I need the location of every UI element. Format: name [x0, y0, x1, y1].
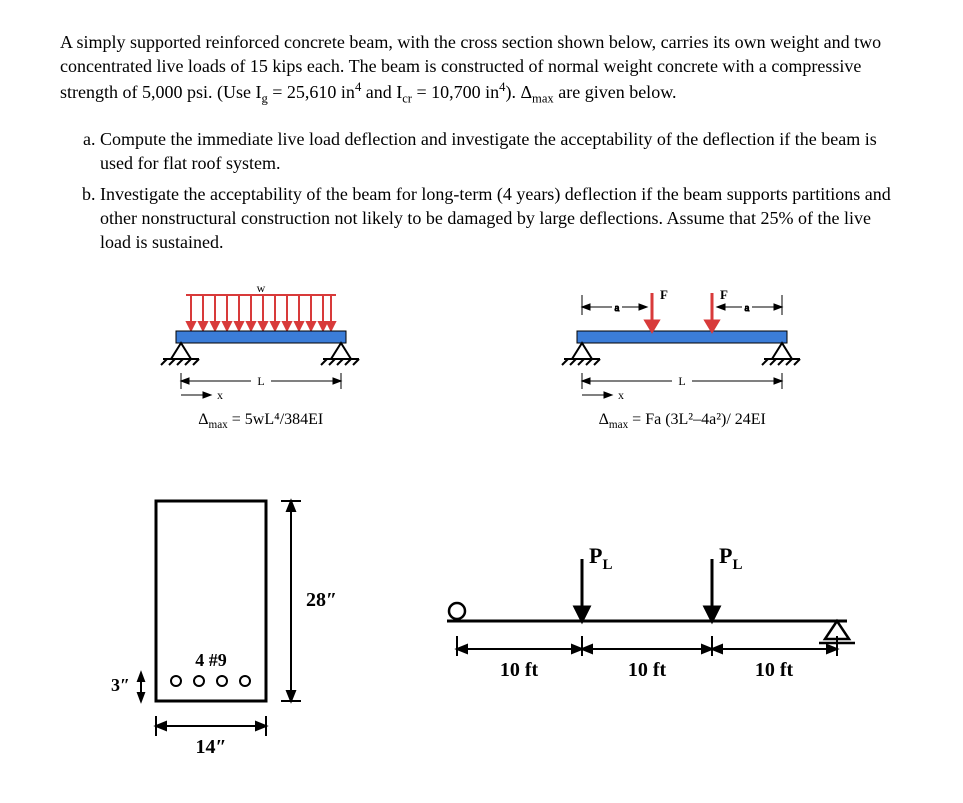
span3-label: 10 ft: [755, 659, 794, 681]
height-label: 28″: [306, 589, 337, 611]
load-diagram-figure: PL PL 10 ft 10 ft 10 ft: [427, 531, 867, 716]
P1-label: PL: [589, 543, 612, 573]
bars-label: 4 #9: [195, 650, 227, 670]
udl-L-label: L: [257, 374, 264, 388]
cover-label: 3″: [111, 675, 130, 695]
udl-x-label: x: [217, 388, 223, 402]
cross-section-svg: 4 #9 28″ 14″: [96, 481, 356, 761]
pointload-caption: Δmax = Fa (3L²–4a²)/ 24EI: [599, 411, 766, 431]
question-b: Investigate the acceptability of the bea…: [100, 182, 903, 255]
udl-beam-svg: w L: [131, 285, 391, 405]
pointload-F2: F: [720, 287, 728, 302]
pointload-a2: a: [745, 302, 750, 314]
span1-label: 10 ft: [500, 659, 539, 681]
pointload-beam-svg: F F a a L: [532, 285, 832, 405]
problem-statement: A simply supported reinforced concrete b…: [60, 30, 903, 107]
deflection-formulas-row: w L: [60, 285, 903, 431]
P2-label: PL: [719, 543, 742, 573]
width-label: 14″: [195, 736, 226, 758]
question-a: Compute the immediate live load deflecti…: [100, 127, 903, 176]
pointload-x: x: [618, 388, 624, 402]
pointload-beam-figure: F F a a L: [532, 285, 832, 431]
question-list: Compute the immediate live load deflecti…: [60, 127, 903, 254]
udl-beam-figure: w L: [131, 285, 391, 431]
udl-caption: Δmax = 5wL⁴/384EI: [198, 411, 323, 431]
udl-w-label: w: [256, 285, 265, 295]
span2-label: 10 ft: [628, 659, 667, 681]
cross-section-figure: 4 #9 28″ 14″: [96, 481, 356, 766]
load-diagram-svg: PL PL 10 ft 10 ft 10 ft: [427, 531, 867, 711]
pointload-L: L: [679, 374, 686, 388]
pointload-a1: a: [615, 302, 620, 314]
geometry-row: 4 #9 28″ 14″: [60, 481, 903, 766]
pointload-F1: F: [660, 287, 668, 302]
